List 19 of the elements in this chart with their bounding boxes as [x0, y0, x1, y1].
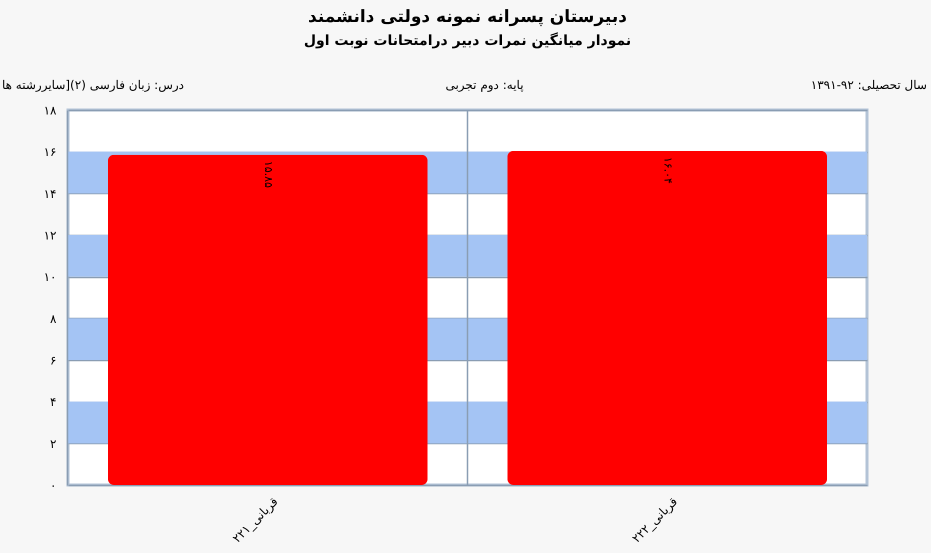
chart-subtitle: نمودار میانگین نمرات دبیر درامتحانات نوبت اول [304, 32, 632, 49]
y-tick-label: ۱۰ [44, 270, 56, 284]
y-tick-label: ۰ [50, 478, 56, 492]
y-tick-label: ۴ [50, 395, 56, 410]
y-tick-label: ۶ [50, 354, 56, 368]
text: سال تحصیلی: ۹۲-۱۳۹۱ [810, 78, 927, 92]
data-label: ۱۶.۰۴ [661, 156, 674, 184]
y-tick-label: ۲ [50, 436, 56, 451]
text: پایه: دوم تجربی [445, 78, 524, 92]
chart-title: دبیرستان پسرانه نمونه دولتی دانشمند [308, 7, 628, 27]
data-label: ۱۵.۸۵ [262, 160, 275, 188]
y-tick-label: ۱۸ [44, 104, 58, 118]
y-tick-label: ۱۶ [44, 145, 56, 160]
y-tick-label: ۱۴ [44, 186, 56, 201]
y-tick-label: ۱۲ [44, 228, 56, 242]
x-tick-label: قربانی_۲۲۱ [230, 494, 281, 546]
x-tick-label: قربانی_۲۲۲ [629, 494, 680, 546]
y-tick-label: ۸ [50, 312, 58, 326]
text: درس: زبان فارسی (۲)[سایررشته ها [2, 78, 184, 92]
